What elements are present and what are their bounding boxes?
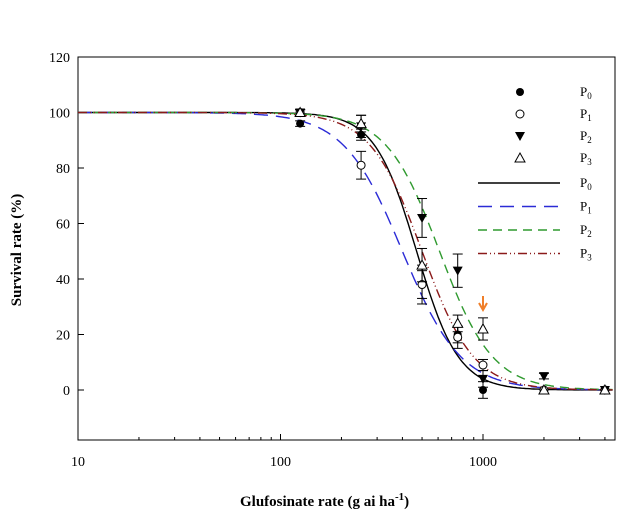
x-tick-label: 10 — [71, 455, 85, 470]
data-point — [451, 317, 464, 328]
legend-marker — [516, 88, 524, 96]
legend-label: P3 — [580, 150, 592, 167]
legend-label: P0 — [580, 84, 592, 101]
data-point — [452, 266, 463, 276]
axes-frame — [77, 56, 616, 441]
legend-label: P0 — [580, 175, 592, 192]
fit-curve — [78, 111, 613, 391]
data-point — [416, 259, 428, 270]
data-point — [478, 360, 488, 370]
legend-marker — [515, 109, 525, 119]
data-point — [538, 383, 550, 395]
data-point — [538, 372, 549, 382]
data-point — [417, 213, 428, 223]
data-point — [356, 160, 366, 170]
y-axis-label: Survival rate (%) — [9, 194, 25, 306]
data-point — [294, 106, 306, 117]
fit-curve — [78, 111, 613, 391]
data-point — [479, 386, 487, 394]
legend-label: P1 — [580, 106, 592, 123]
x-tick-label: 100 — [270, 455, 291, 470]
legend-marker — [514, 151, 526, 163]
x-tick-label: 1000 — [469, 455, 497, 470]
y-tick-label: 60 — [56, 218, 70, 233]
data-point — [478, 374, 488, 384]
y-tick-label: 80 — [56, 162, 70, 177]
fit-curve — [78, 111, 613, 391]
fit-curve — [78, 111, 613, 391]
y-tick-label: 100 — [49, 107, 70, 122]
annotation-arrow — [478, 296, 488, 313]
legend-label: P2 — [580, 128, 592, 145]
y-tick-label: 20 — [56, 329, 70, 344]
data-point — [453, 332, 463, 342]
data-point — [296, 119, 305, 128]
x-axis-label: Glufosinate rate (g ai ha-1) — [240, 491, 409, 510]
legend-label: P1 — [580, 199, 592, 216]
y-tick-label: 120 — [49, 51, 70, 66]
y-tick-label: 40 — [56, 273, 70, 288]
legend-label: P2 — [580, 222, 592, 239]
data-point — [477, 322, 489, 334]
data-point — [599, 383, 611, 395]
data-point — [355, 117, 367, 129]
legend-label: P3 — [580, 246, 592, 263]
y-tick-label: 0 — [63, 384, 70, 399]
legend-marker — [515, 132, 525, 141]
